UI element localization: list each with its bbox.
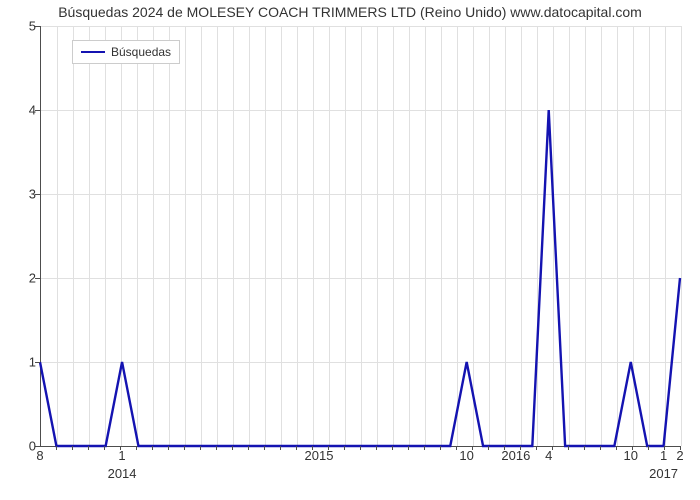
x-tick-minor [200, 446, 201, 450]
x-year-label: 2014 [108, 466, 137, 481]
legend-label: Búsquedas [111, 45, 171, 59]
x-tick-label: 4 [545, 448, 552, 463]
y-tick-label: 3 [6, 187, 36, 202]
x-tick-minor [648, 446, 649, 450]
x-tick-label: 2016 [501, 448, 530, 463]
x-tick-minor [280, 446, 281, 450]
x-tick-label: 8 [36, 448, 43, 463]
legend: Búsquedas [72, 40, 180, 64]
x-tick-minor [424, 446, 425, 450]
x-tick-minor [232, 446, 233, 450]
y-tick-label: 0 [6, 439, 36, 454]
x-tick-label: 1 [118, 448, 125, 463]
x-tick-minor [440, 446, 441, 450]
x-year-label: 2017 [649, 466, 678, 481]
x-tick-minor [56, 446, 57, 450]
y-tick-label: 1 [6, 355, 36, 370]
x-tick-minor [136, 446, 137, 450]
x-tick-minor [536, 446, 537, 450]
x-tick-minor [88, 446, 89, 450]
x-tick-label: 1 [660, 448, 667, 463]
x-tick-minor [72, 446, 73, 450]
x-tick-minor [248, 446, 249, 450]
x-tick-minor [152, 446, 153, 450]
x-tick-label: 10 [624, 448, 638, 463]
x-tick-minor [584, 446, 585, 450]
chart-title: Búsquedas 2024 de MOLESEY COACH TRIMMERS… [0, 4, 700, 20]
line-series-svg [40, 26, 680, 446]
x-tick-minor [264, 446, 265, 450]
x-tick-minor [104, 446, 105, 450]
x-tick-minor [376, 446, 377, 450]
x-tick-minor [568, 446, 569, 450]
chart-container: Búsquedas 2024 de MOLESEY COACH TRIMMERS… [0, 0, 700, 500]
x-tick-minor [296, 446, 297, 450]
x-tick-minor [344, 446, 345, 450]
x-tick-minor [360, 446, 361, 450]
x-tick-minor [392, 446, 393, 450]
x-tick-minor [600, 446, 601, 450]
series-line [40, 110, 680, 446]
x-tick-minor [488, 446, 489, 450]
x-tick-label: 2 [676, 448, 683, 463]
x-tick-label: 2015 [305, 448, 334, 463]
x-tick-minor [456, 446, 457, 450]
legend-line-swatch [81, 51, 105, 53]
y-tick-label: 5 [6, 19, 36, 34]
x-tick-minor [184, 446, 185, 450]
x-tick-minor [216, 446, 217, 450]
y-tick-label: 2 [6, 271, 36, 286]
grid-line-v [681, 26, 682, 446]
y-tick-label: 4 [6, 103, 36, 118]
x-tick-label: 10 [459, 448, 473, 463]
x-tick-minor [616, 446, 617, 450]
x-tick-minor [168, 446, 169, 450]
x-tick-minor [408, 446, 409, 450]
